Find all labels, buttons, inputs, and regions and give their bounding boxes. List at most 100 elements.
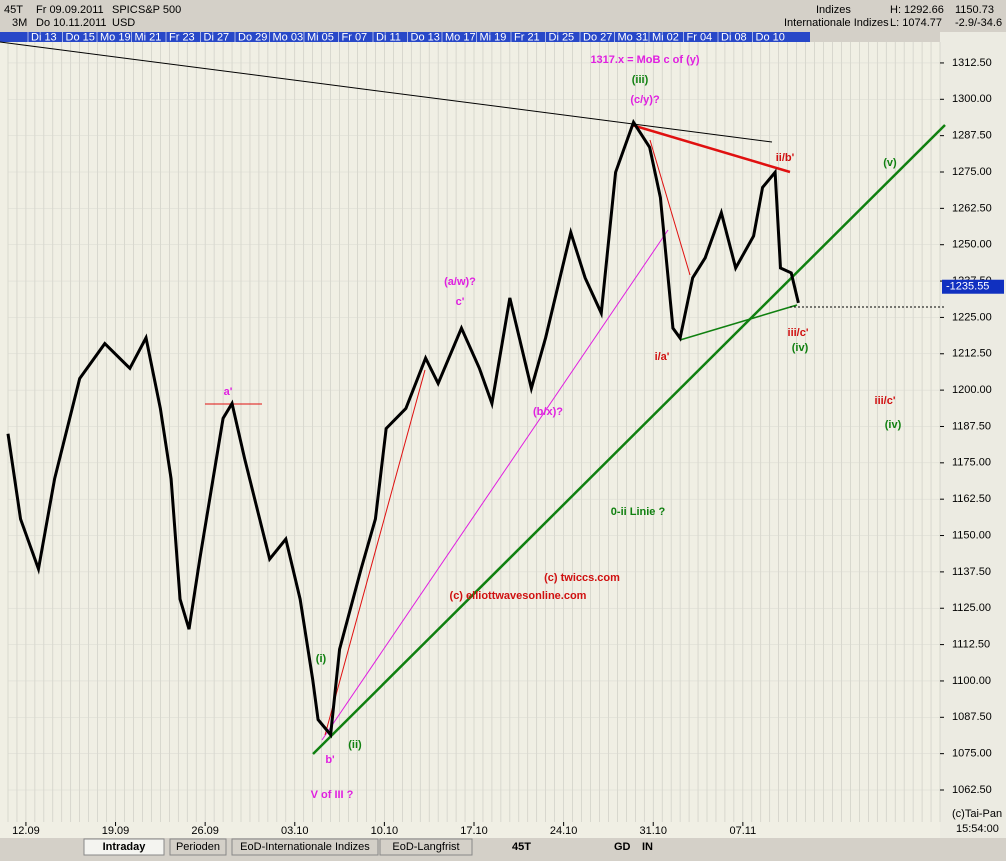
date-strip-label: Fr 23	[169, 31, 195, 43]
header-text: SPIC	[112, 4, 138, 16]
x-tick-label: 31.10	[639, 825, 667, 837]
tab-label: Intraday	[103, 841, 147, 853]
y-tick-label: 1212.50	[952, 348, 992, 360]
header-text: L: 1074.77	[890, 17, 942, 29]
wave-label: (a/w)?	[444, 276, 476, 288]
y-tick-label: 1200.00	[952, 384, 992, 396]
x-tick-label: 26.09	[191, 825, 219, 837]
y-tick-label: 1112.50	[952, 639, 990, 651]
wave-label: V of III ?	[311, 789, 354, 801]
header-text: Do 10.11.2011	[36, 17, 107, 29]
header-text: S&P 500	[138, 4, 181, 16]
trend-line	[631, 123, 791, 174]
header-text: 45T	[4, 4, 23, 16]
x-tick-label: 03.10	[281, 825, 309, 837]
wave-label: (ii)	[348, 739, 362, 751]
header-text: Fr 09.09.2011	[36, 4, 104, 16]
tab[interactable]	[231, 838, 379, 856]
tab[interactable]	[169, 838, 227, 856]
y-tick-label: 1100.00	[952, 675, 991, 687]
time-axis	[0, 822, 940, 838]
y-tick-label: 1187.50	[952, 420, 991, 432]
tool-label: GD	[614, 841, 631, 853]
date-strip-label: Di 08	[721, 31, 747, 43]
y-tick-label: 1137.50	[952, 566, 991, 578]
y-tick-label: 1150.00	[952, 529, 991, 541]
tab-label: Perioden	[176, 841, 220, 853]
credit: (c)Tai-Pan	[952, 808, 1002, 820]
tool-label: 45T	[512, 841, 531, 853]
wave-label: i/a'	[655, 351, 670, 363]
x-tick-label: 24.10	[550, 825, 578, 837]
header-text: 3M	[12, 17, 27, 29]
wave-label: a'	[224, 386, 233, 398]
wave-label: (i)	[316, 653, 327, 665]
zero-ii-line	[312, 124, 946, 755]
tab[interactable]	[83, 838, 165, 856]
date-strip-label: Mo 03	[273, 31, 304, 43]
date-strip-label: Mi 05	[307, 31, 334, 43]
trend-line	[679, 304, 798, 341]
last-price-box	[942, 279, 1004, 294]
y-tick-label: 1262.50	[952, 202, 992, 214]
y-tick-label: 1275.00	[952, 166, 992, 178]
resistance-line	[0, 41, 773, 143]
date-strip-label: Di 13	[31, 31, 57, 43]
date-strip-label: Do 27	[583, 31, 612, 43]
wave-label: iii/c'	[788, 327, 809, 339]
wave-label: c'	[456, 296, 465, 308]
date-strip-label: Mo 19	[100, 31, 131, 43]
wave-label: (c) elliottwavesonline.com	[450, 590, 587, 602]
header-bar	[0, 0, 1006, 32]
date-strip-label: Mi 02	[652, 31, 679, 43]
header-text: USD	[112, 17, 135, 29]
wave-label: iii/c'	[875, 395, 896, 407]
wave-label: (b/x)?	[533, 406, 563, 418]
wave-label: (c/y)?	[630, 94, 660, 106]
date-strip-label: Do 15	[66, 31, 95, 43]
date-strip-label: Di 25	[549, 31, 575, 43]
date-strip-label: Di 11	[376, 31, 401, 43]
y-tick-label: 1225.00	[952, 311, 992, 323]
y-tick-label: 1087.50	[952, 711, 992, 723]
wave-label: (v)	[883, 157, 897, 169]
wave-label: (iii)	[632, 74, 649, 86]
header-text: 1150.73	[955, 4, 994, 16]
wave-label: ii/b'	[776, 152, 795, 164]
date-strip-label: Mo 31	[618, 31, 649, 43]
date-strip	[0, 32, 810, 42]
wave-label: (iv)	[792, 342, 809, 354]
y-tick-label: 1162.50	[952, 493, 991, 505]
y-tick-label: 1300.00	[952, 93, 992, 105]
tool-label: IN	[642, 841, 653, 853]
tab-label: EoD-Langfrist	[392, 841, 459, 853]
x-tick-label: 12.09	[12, 825, 40, 837]
price-line	[6, 118, 800, 739]
wave-label: 1317.x = MoB c of (y)	[590, 54, 699, 66]
header-text: H: 1292.66	[890, 4, 944, 16]
date-strip-label: Fr 04	[687, 31, 713, 43]
y-tick-label: 1075.00	[952, 748, 992, 760]
last-price-label: -1235.55	[946, 281, 989, 293]
tab[interactable]	[379, 838, 473, 856]
date-strip-label: Mi 21	[135, 31, 162, 43]
trend-line	[649, 139, 691, 276]
wave-label: b'	[325, 754, 335, 766]
clock: 15:54:00	[956, 823, 999, 835]
header-text: -2.9/-34.6	[955, 17, 1002, 29]
price-axis	[940, 32, 1006, 838]
plot-area	[0, 42, 940, 822]
tab-label: EoD-Internationale Indizes	[240, 841, 370, 853]
date-strip-label: Mo 17	[445, 31, 476, 43]
y-tick-label: 1175.00	[952, 457, 991, 469]
trend-line	[324, 369, 426, 736]
y-tick-label: 1250.00	[952, 239, 992, 251]
date-strip-label: Mi 19	[480, 31, 507, 43]
date-strip-label: Do 10	[756, 31, 785, 43]
header-text: Indizes	[816, 4, 851, 16]
x-tick-label: 19.09	[102, 825, 130, 837]
y-tick-label: 1312.50	[952, 57, 992, 69]
wave-label: (iv)	[885, 419, 902, 431]
y-tick-label: 1062.50	[952, 784, 992, 796]
